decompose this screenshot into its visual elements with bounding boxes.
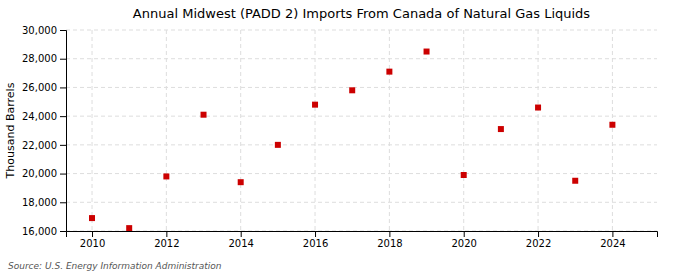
tick: 2024: [600, 231, 625, 249]
tick-mark: [60, 145, 66, 146]
grid-line: [66, 87, 657, 88]
point: [572, 178, 578, 184]
tick: 2016: [303, 231, 328, 249]
grid-line: [66, 202, 657, 203]
y-axis: 16,000 18,000 20,000 22,000 24,000 26,000 28,0…: [22, 25, 67, 237]
y-axis-label: Thousand Barrels: [4, 82, 17, 179]
point: [498, 126, 504, 132]
grid-line: [612, 30, 613, 231]
tick-label: 30,000: [22, 25, 57, 36]
tick-mark: [464, 231, 465, 237]
tick: 18,000: [22, 197, 66, 208]
point: [609, 122, 615, 128]
point: [126, 225, 132, 231]
tick-mark: [166, 231, 167, 237]
grid-line: [66, 173, 657, 174]
tick-label: 2024: [600, 238, 625, 249]
tick-label: 18,000: [22, 197, 57, 208]
points: [89, 49, 615, 231]
tick-mark: [60, 116, 66, 117]
grid-line: [463, 30, 464, 231]
tick-label: 24,000: [22, 111, 57, 122]
grid-line: [538, 30, 539, 231]
point: [461, 172, 467, 178]
tick-label: 2014: [228, 238, 253, 249]
source-note: Source: U.S. Energy Information Administ…: [8, 261, 222, 271]
tick-label: 26,000: [22, 82, 57, 93]
tick-label: 2012: [154, 238, 179, 249]
tick-label: 2018: [377, 238, 402, 249]
point: [312, 102, 318, 108]
plot: 2010 2012 2014 2016 2018 2020 2022 2024 16,000 18…: [22, 25, 658, 249]
tick: 28,000: [22, 53, 66, 64]
tick: 26,000: [22, 82, 66, 93]
tick-mark: [60, 30, 66, 31]
tick-label: 16,000: [22, 226, 57, 237]
point: [535, 105, 541, 111]
point: [163, 173, 169, 179]
point: [201, 112, 207, 118]
point: [424, 49, 430, 55]
tick-mark: [612, 231, 613, 237]
tick-mark: [60, 202, 66, 203]
tick-mark: [92, 231, 93, 237]
point: [238, 179, 244, 185]
axis-line: [60, 31, 67, 232]
title: Annual Midwest (PADD 2) Imports From Can…: [133, 6, 591, 21]
tick: 22,000: [22, 140, 66, 151]
grid: [66, 30, 657, 231]
grid-line: [66, 116, 657, 117]
tick: 2020: [451, 231, 476, 249]
tick-mark: [389, 231, 390, 237]
grid-line: [92, 30, 93, 231]
tick-label: 28,000: [22, 53, 57, 64]
tick: 24,000: [22, 111, 66, 122]
x-axis: 2010 2012 2014 2016 2018 2020 2022 2024: [67, 231, 658, 249]
tick-label: 2022: [526, 238, 551, 249]
tick-label: 22,000: [22, 140, 57, 151]
tick-mark: [60, 174, 66, 175]
grid-line: [240, 30, 241, 231]
point: [275, 142, 281, 148]
grid-line: [66, 58, 657, 59]
tick: 2010: [80, 231, 105, 249]
tick-mark: [315, 231, 316, 237]
tick-label: 20,000: [22, 168, 57, 179]
grid-line: [389, 30, 390, 231]
grid-line: [66, 144, 657, 145]
tick-mark: [60, 87, 66, 88]
tick-mark: [538, 231, 539, 237]
tick: 2018: [377, 231, 402, 249]
tick-label: 2020: [451, 238, 476, 249]
tick-mark: [60, 231, 66, 232]
point: [89, 215, 95, 221]
tick: 2012: [154, 231, 179, 249]
tick: 16,000: [22, 226, 66, 237]
axis-line: [67, 232, 658, 238]
point: [349, 87, 355, 93]
tick: 20,000: [22, 168, 66, 179]
grid-line: [166, 30, 167, 231]
tick-label: 2010: [80, 238, 105, 249]
tick: 2014: [228, 231, 253, 249]
point: [386, 69, 392, 75]
tick-label: 2016: [303, 238, 328, 249]
tick: 2022: [526, 231, 551, 249]
grid-line: [315, 30, 316, 231]
chart: 2010 2012 2014 2016 2018 2020 2022 2024 16,000 18…: [0, 0, 675, 275]
grid-line: [66, 30, 657, 31]
tick-mark: [60, 59, 66, 60]
tick: 30,000: [22, 25, 66, 36]
tick-mark: [241, 231, 242, 237]
